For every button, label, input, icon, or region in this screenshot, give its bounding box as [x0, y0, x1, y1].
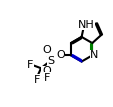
Text: O: O — [42, 45, 50, 55]
Text: N: N — [89, 50, 98, 60]
Text: S: S — [47, 56, 54, 66]
Text: F: F — [27, 60, 33, 70]
Text: O: O — [42, 66, 50, 76]
Text: O: O — [55, 50, 64, 60]
Text: F: F — [33, 75, 40, 85]
Text: NH: NH — [77, 20, 94, 30]
Text: F: F — [44, 73, 50, 83]
